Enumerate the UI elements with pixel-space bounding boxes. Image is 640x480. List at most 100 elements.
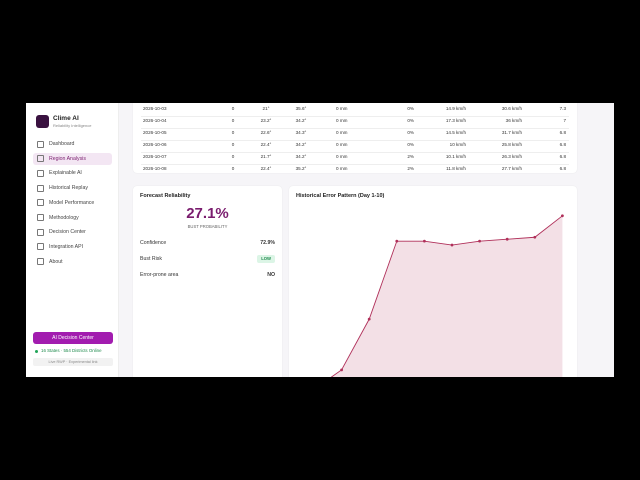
table-cell: 0 mm <box>336 106 348 111</box>
table-cell: 11.8 km/h <box>446 166 466 171</box>
table-cell: 0 <box>231 106 235 111</box>
row-divider <box>141 140 569 141</box>
item-label: Error-prone area <box>140 272 179 278</box>
area <box>331 215 563 377</box>
line <box>330 215 563 377</box>
table-cell: 0 mm <box>336 142 348 147</box>
table-cell: 2% <box>407 154 414 159</box>
nav-icon <box>37 155 44 163</box>
nav-item[interactable]: Dashboard <box>33 138 112 150</box>
table-cell: 0% <box>407 106 414 111</box>
logo <box>36 115 49 128</box>
table-cell: 7 <box>563 118 566 123</box>
table-cell: 23.2° <box>260 118 272 123</box>
app-window: Clime AI Reliability Intelligence Dashbo… <box>26 103 614 377</box>
nav-icon <box>37 258 44 266</box>
card-title: Forecast Reliability <box>140 193 191 199</box>
point <box>478 239 481 243</box>
nav-item[interactable]: Region Analysis <box>33 152 112 165</box>
nav-item[interactable]: Explainable AI <box>33 167 112 179</box>
chart-card: Historical Error Pattern (Day 1-10) <box>289 186 577 377</box>
table-cell: 26.3 km/h <box>501 154 522 159</box>
point <box>423 239 426 243</box>
nav-label: Historical Replay <box>49 185 88 192</box>
point <box>505 237 509 241</box>
table-cell: 2% <box>407 166 414 171</box>
table-cell: 0 <box>231 154 235 159</box>
point <box>340 368 343 372</box>
table-cell: 35.6° <box>295 106 307 111</box>
table-cell: 17.3 km/h <box>445 118 466 123</box>
item-value: NO <box>267 272 275 278</box>
table-cell: 0 mm <box>336 130 348 135</box>
chart <box>330 214 564 377</box>
table-cell: 0 <box>231 130 235 135</box>
nav-icon <box>37 199 44 207</box>
decision-button[interactable]: AI Decision Center <box>33 332 113 344</box>
point <box>367 317 371 321</box>
nav-item[interactable]: Historical Replay <box>33 182 112 194</box>
nav-item[interactable]: Methodology <box>33 212 112 224</box>
table-cell: 30.6 km/h <box>501 106 522 111</box>
table-cell: 0 <box>231 118 235 123</box>
table-cell: 2026-10-05 <box>143 130 167 135</box>
bust-value: 27.1% <box>186 205 229 222</box>
table-cell: 35.2° <box>295 166 307 171</box>
nav-icon <box>37 184 44 192</box>
table-cell: 14.9 km/h <box>445 106 466 111</box>
point <box>395 239 399 243</box>
table-cell: 0% <box>407 142 414 147</box>
point <box>561 214 564 218</box>
nav-label: Decision Center <box>49 229 86 236</box>
table-cell: 0% <box>407 118 414 123</box>
nav-item[interactable]: About <box>33 256 112 268</box>
nav-label: Explainable AI <box>49 170 82 177</box>
row-divider <box>141 128 569 129</box>
table-cell: 34.2° <box>295 118 307 123</box>
nav-item[interactable]: Integration API <box>33 241 112 253</box>
nav-label: Model Performance <box>49 199 95 206</box>
item-value: 72.9% <box>260 240 275 246</box>
table-cell: 2026-10-03 <box>143 106 167 111</box>
table-cell: 34.3° <box>295 130 307 135</box>
table-cell: 6.8 <box>559 142 566 147</box>
table-cell: 36 km/h <box>505 118 522 123</box>
row-divider <box>141 152 569 153</box>
table-cell: 10 km/h <box>449 142 466 147</box>
table-cell: 2026-10-04 <box>143 118 167 123</box>
nav-item[interactable]: Decision Center <box>33 226 112 238</box>
nav-label: Integration API <box>49 243 84 250</box>
nav-icon <box>37 214 44 221</box>
table-cell: 14.5 km/h <box>445 130 466 135</box>
row-divider <box>141 116 569 117</box>
table-cell: 22.6° <box>260 130 272 135</box>
table-cell: 0 <box>231 142 235 147</box>
nav-item[interactable]: Model Performance <box>33 197 112 209</box>
reliability-card: Forecast Reliability 27.1% BUST PROBABIL… <box>133 186 282 377</box>
nav-icon <box>37 243 44 251</box>
table-cell: 22.4° <box>260 142 272 147</box>
nav-label: Dashboard <box>49 141 75 147</box>
brand-tagline: Reliability Intelligence <box>53 123 92 128</box>
status: 16 States · 554 Districts Online <box>41 348 102 353</box>
table-cell: 21° <box>262 106 270 111</box>
table-cell: 0 mm <box>336 154 348 159</box>
table-cell: 34.2° <box>295 142 307 147</box>
table-cell: 34.2° <box>295 154 307 159</box>
chart-title: Historical Error Pattern (Day 1-10) <box>296 193 385 199</box>
bust-caption: BUST PROBABILITY <box>187 224 228 229</box>
sidebar: Clime AI Reliability Intelligence Dashbo… <box>26 103 119 377</box>
table-cell: 0 mm <box>336 166 348 171</box>
brand-name: Clime AI <box>53 115 79 122</box>
nav-label: Methodology <box>49 214 79 221</box>
table-cell: 6.8 <box>559 154 566 159</box>
nav-label: About <box>49 258 63 265</box>
item-label: Bust Risk <box>140 256 162 262</box>
nav-icon <box>37 228 44 236</box>
table-cell: 2026-10-07 <box>143 154 167 159</box>
nav-label: Region Analysis <box>49 155 86 162</box>
table-cell: 0% <box>407 130 414 135</box>
table-cell: 6.8 <box>559 130 566 135</box>
point <box>533 235 537 239</box>
